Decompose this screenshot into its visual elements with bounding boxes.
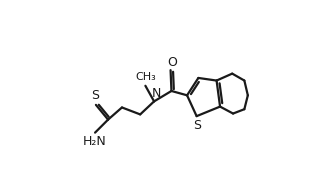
Text: N: N <box>151 87 161 100</box>
Text: H₂N: H₂N <box>82 135 106 148</box>
Text: S: S <box>91 89 99 102</box>
Text: O: O <box>167 56 177 69</box>
Text: CH₃: CH₃ <box>135 72 156 82</box>
Text: S: S <box>193 119 201 132</box>
